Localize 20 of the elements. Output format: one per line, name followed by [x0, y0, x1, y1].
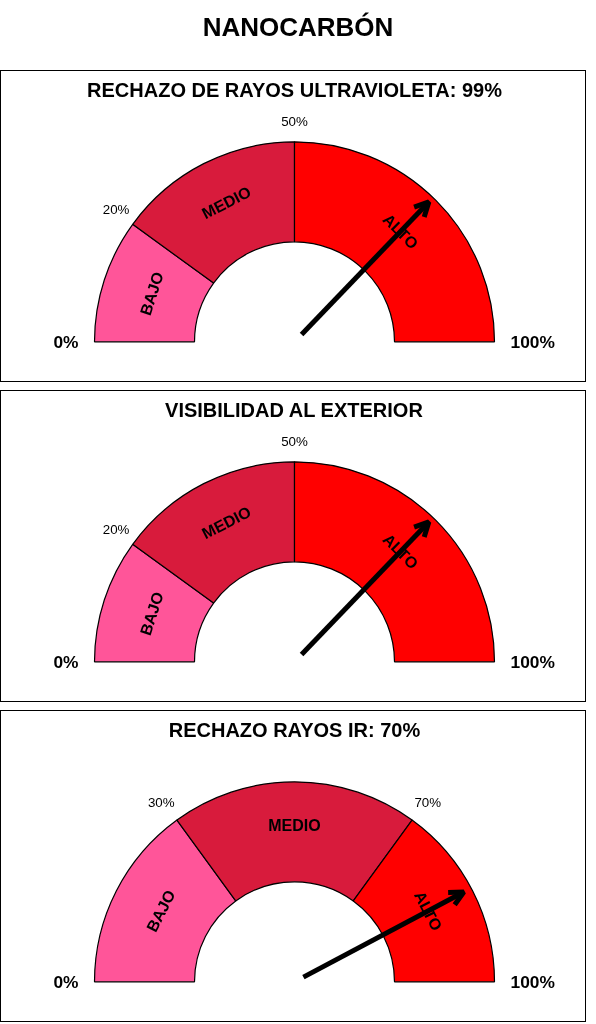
slice-label: BAJO	[136, 589, 167, 638]
text: 100%	[510, 651, 555, 672]
text: 0%	[53, 651, 79, 672]
text: 0%	[53, 331, 79, 352]
text: 50%	[281, 114, 308, 130]
text: 20%	[102, 522, 130, 537]
chart-title: RECHAZO RAYOS IR: 70%	[168, 718, 421, 741]
text: 70%	[414, 795, 442, 811]
chart-title: RECHAZO DE RAYOS ULTRAVIOLETA: 99%	[87, 78, 503, 101]
text: 30%	[147, 795, 175, 811]
chart-title: VISIBILIDAD AL EXTERIOR	[165, 398, 424, 421]
text: 100%	[510, 971, 555, 992]
slice-label: BAJO	[136, 269, 167, 318]
text: 50%	[281, 434, 308, 450]
text: 0%	[53, 971, 79, 992]
text: 20%	[102, 202, 130, 217]
text: 100%	[510, 331, 555, 352]
slice-label: MEDIO	[268, 817, 321, 835]
slice-label: ALTO	[411, 888, 446, 934]
text: NANOCARBÓN	[202, 11, 394, 44]
